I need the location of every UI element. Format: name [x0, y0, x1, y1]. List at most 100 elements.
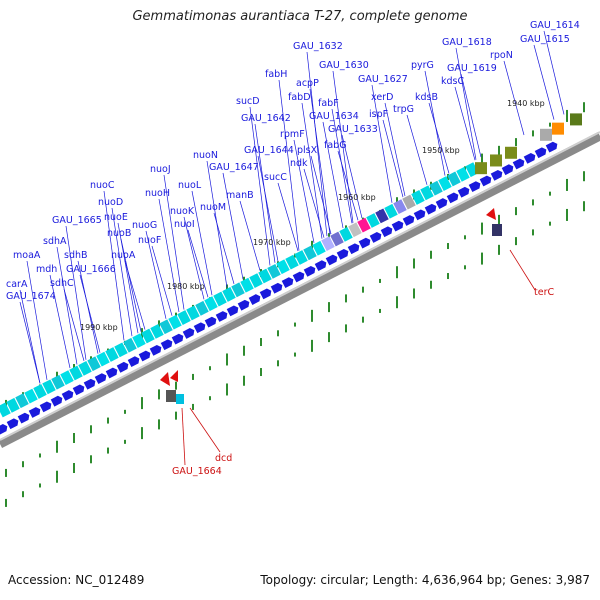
- cog-block: [330, 231, 344, 247]
- cog-block: [258, 268, 272, 284]
- label-leader-line: [63, 288, 85, 361]
- gene-arrow-shape: [28, 407, 41, 418]
- label-leader-line: [503, 60, 525, 136]
- cog-block: [33, 384, 47, 399]
- gene-label: GAU_1642: [241, 113, 291, 124]
- cog-block: [249, 273, 263, 288]
- label-leader-line: [460, 73, 482, 158]
- gene-label: nuoF: [138, 235, 161, 246]
- gene-label: nuoE: [104, 212, 128, 223]
- gene-label: ispF: [369, 109, 388, 120]
- gene-arrow-shape: [204, 316, 217, 328]
- gene-label: GAU_1627: [358, 74, 408, 85]
- gene-arrow-shape: [39, 401, 52, 413]
- gene-label: fabG: [324, 140, 347, 151]
- gene-arrow: [413, 209, 426, 221]
- gene-label: rpmF: [280, 129, 305, 140]
- gene-arrow-shape: [479, 175, 492, 187]
- cog-block: [240, 277, 254, 293]
- gene-label: sdhA: [43, 236, 67, 247]
- kbp-tick-label: 1980 kbp: [167, 282, 205, 291]
- gene-arrow-shape: [380, 226, 393, 238]
- gene-label: nuoA: [111, 250, 136, 261]
- reverse-gene-label: GAU_1664: [172, 466, 222, 477]
- gene-label: GAU_1619: [447, 63, 497, 74]
- gene-arrow: [215, 311, 228, 322]
- label-leader-line: [49, 274, 71, 369]
- gene-arrow-shape: [72, 384, 85, 396]
- label-leader-line: [406, 114, 428, 185]
- label-leader-line: [455, 47, 477, 160]
- cog-block: [429, 180, 443, 196]
- kbp-tick-label: 1950 kbp: [422, 146, 460, 155]
- cog-block: [159, 319, 173, 335]
- gene-arrow: [347, 243, 360, 255]
- gene-arrow: [325, 254, 338, 266]
- gene-arrow-shape: [369, 232, 382, 243]
- label-leader-line: [26, 260, 48, 380]
- gene-arrow: [501, 164, 514, 176]
- gene-arrow: [303, 265, 316, 277]
- kbp-tick-label: 1940 kbp: [507, 99, 545, 108]
- cog-block: [393, 199, 407, 215]
- label-leader-line: [111, 207, 133, 337]
- label-leader-line: [222, 172, 244, 280]
- gene-label: trpG: [393, 104, 414, 115]
- gene-arrow: [17, 412, 30, 424]
- gene-arrow: [0, 424, 8, 435]
- label-leader-line: [310, 155, 332, 235]
- gene-arrow: [94, 373, 107, 384]
- label-leader-line: [543, 30, 565, 115]
- label-leader-line: [163, 174, 185, 310]
- label-leader-line: [187, 229, 209, 298]
- gene-arrow-shape: [435, 198, 448, 209]
- label-leader-line: [19, 301, 41, 384]
- gene-arrow: [39, 401, 52, 413]
- label-leader-line: [384, 102, 406, 197]
- cog-block: [15, 393, 29, 409]
- gene-arrow: [391, 220, 404, 232]
- gene-arrow-shape: [226, 305, 239, 317]
- gene-arrow-shape: [281, 277, 294, 289]
- gene-label: GAU_1615: [520, 34, 570, 45]
- cog-block: [186, 305, 200, 321]
- gene-arrow-shape: [424, 203, 437, 215]
- gene-arrow-shape: [501, 164, 514, 176]
- feature-track: [0, 113, 582, 435]
- gene-arrow: [193, 322, 206, 334]
- label-leader-line: [303, 168, 325, 238]
- gene-arrow: [402, 215, 415, 226]
- cog-block: [375, 208, 389, 224]
- reverse-gene-block: [176, 394, 184, 404]
- gene-arrow-shape: [303, 265, 316, 277]
- cog-block: [312, 240, 326, 256]
- cog-block: [357, 217, 371, 233]
- gene-arrow: [226, 305, 239, 317]
- cog-block: [141, 328, 155, 344]
- cog-block: [490, 154, 502, 167]
- gene-arrow: [116, 361, 129, 373]
- gene-arrow: [50, 395, 63, 407]
- cog-block: [303, 245, 317, 261]
- gene-arrow-shape: [523, 153, 536, 164]
- gene-label: sdhC: [50, 278, 74, 289]
- kbp-tick-label: 1990 kbp: [80, 323, 118, 332]
- cog-block: [438, 176, 452, 191]
- label-leader-line: [158, 198, 180, 313]
- gene-arrow: [446, 192, 459, 204]
- gene-arrow-shape: [237, 299, 250, 311]
- gene-arrow-shape: [347, 243, 360, 255]
- gene-label: nuoM: [200, 202, 226, 213]
- gene-label: carA: [6, 279, 28, 290]
- gene-label: GAU_1665: [52, 215, 102, 226]
- cog-block: [42, 379, 56, 395]
- gene-arrow: [127, 356, 140, 368]
- label-leader-line: [428, 102, 450, 174]
- gene-label: nuoD: [98, 197, 123, 208]
- gene-arrow: [424, 203, 437, 215]
- label-leader-line: [382, 119, 404, 198]
- gene-label: nuoK: [170, 206, 195, 217]
- cog-block: [456, 166, 470, 182]
- gene-label: nuoH: [145, 188, 170, 199]
